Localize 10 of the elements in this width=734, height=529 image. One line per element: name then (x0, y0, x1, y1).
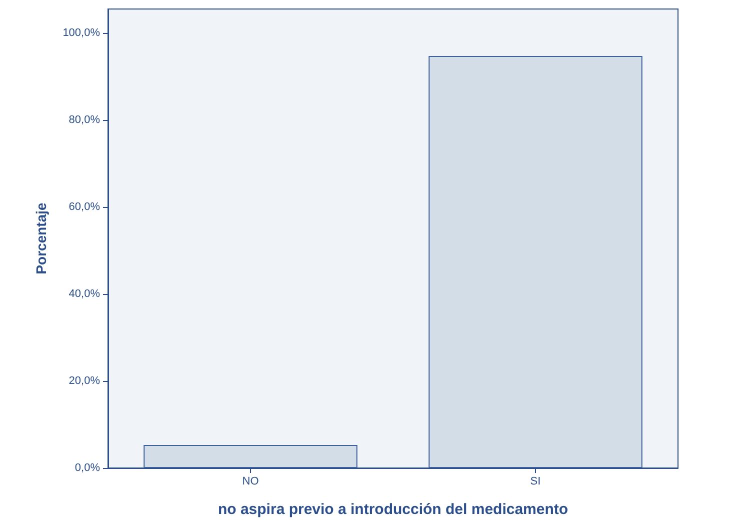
y-tick-label: 80,0% (68, 114, 100, 126)
x-tick-label: SI (530, 476, 541, 488)
y-tick-label: 40,0% (68, 288, 100, 300)
x-tick-label: NO (242, 476, 260, 488)
y-axis-title: Porcentaje (33, 202, 49, 274)
y-tick-label: 60,0% (68, 200, 100, 213)
x-axis-title: no aspira previo a introducción del medicamento (218, 501, 568, 518)
y-tick-label: 0,0% (74, 462, 100, 474)
y-tick-label: 100,0% (62, 26, 100, 39)
y-tick-label: 20,0% (68, 374, 100, 387)
